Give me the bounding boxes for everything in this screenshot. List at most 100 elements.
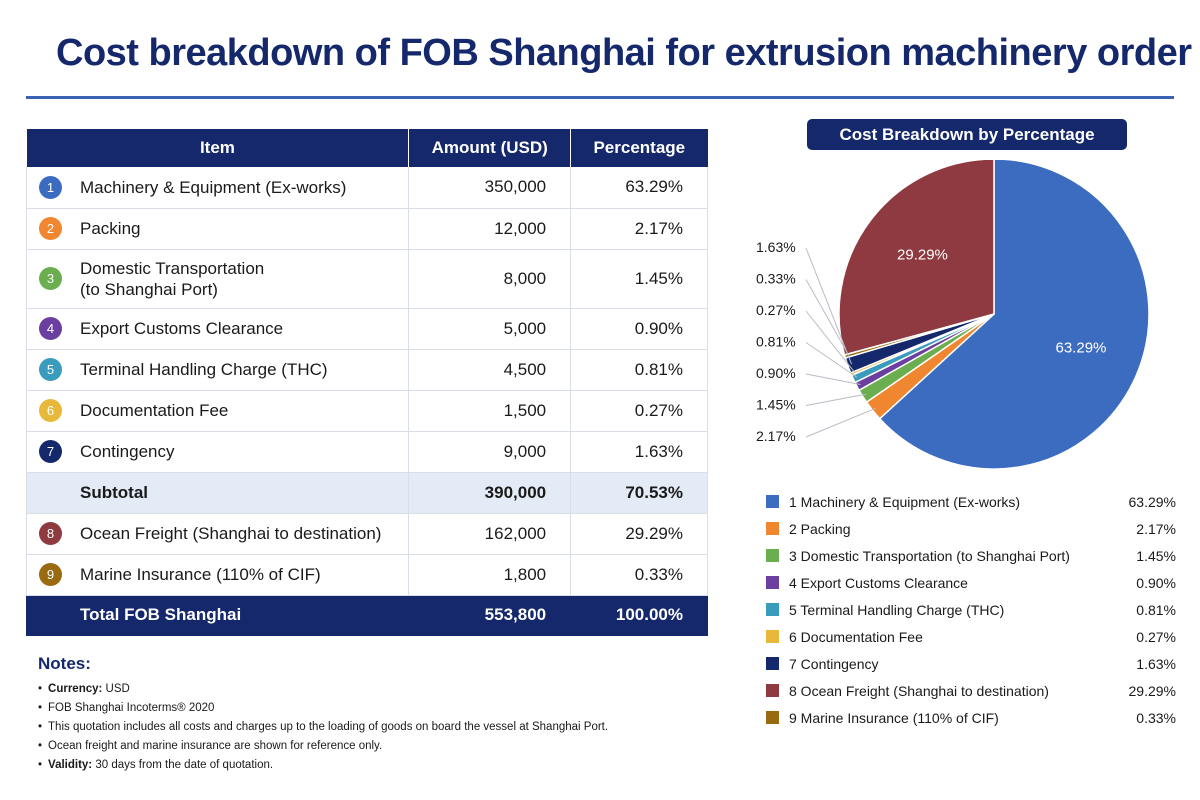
header-item: Item xyxy=(26,129,410,167)
amount-cell: 162,000 xyxy=(408,513,572,555)
legend-swatch xyxy=(766,711,779,724)
amount-cell: 9,000 xyxy=(408,431,572,473)
item-name: Ocean Freight (Shanghai to destination) xyxy=(80,524,382,543)
callout-label: 0.27% xyxy=(756,302,796,318)
callout-leader-line xyxy=(805,342,858,378)
header-percentage: Percentage xyxy=(570,129,708,167)
percentage-cell: 1.63% xyxy=(570,431,708,473)
item-cell: 4 Export Customs Clearance xyxy=(25,308,410,350)
callout-label: 0.81% xyxy=(756,334,796,350)
item-wrap: 2 Packing xyxy=(39,217,408,240)
legend-label: 4 Export Customs Clearance xyxy=(789,574,968,591)
note-item: This quotation includes all costs and ch… xyxy=(38,718,698,737)
chart-legend: 1 Machinery & Equipment (Ex-works) 63.29%… xyxy=(766,488,1176,731)
subtotal-row-label: Subtotal xyxy=(25,472,410,514)
legend-swatch xyxy=(766,684,779,697)
item-name: Documentation Fee xyxy=(80,401,229,420)
note-key: Currency: xyxy=(48,683,103,695)
item-wrap: 3 Domestic Transportation (to Shanghai Por… xyxy=(39,258,408,300)
item-number-badge: 5 xyxy=(39,358,62,381)
page-title: Cost breakdown of FOB Shanghai for extru… xyxy=(56,32,1192,74)
callout-label: 1.63% xyxy=(756,239,796,255)
total-row-amount: 553,800 xyxy=(408,595,572,636)
amount-cell: 4,500 xyxy=(408,349,572,391)
legend-swatch xyxy=(766,657,779,670)
percentage-cell: 29.29% xyxy=(570,513,708,555)
item-wrap: 8 Ocean Freight (Shanghai to destination) xyxy=(39,522,408,545)
chart-title: Cost Breakdown by Percentage xyxy=(807,119,1127,150)
item-cell: 2 Packing xyxy=(25,208,410,250)
pie-chart: 63.29% 29.29% 1.63% 0.33% 0.27% 0.81% 0.90% 1.4… xyxy=(756,160,1150,470)
header-amount: Amount (USD) xyxy=(408,129,572,167)
callout-leader-line xyxy=(805,373,861,386)
item-name: Export Customs Clearance xyxy=(80,319,284,338)
table-row: 4 Export Customs Clearance 5,000 0.90% xyxy=(25,308,708,350)
item-cell: 7 Contingency xyxy=(25,431,410,473)
table-row: 9 Marine Insurance (110% of CIF) 1,800 0.33… xyxy=(25,554,708,596)
item-name: Contingency xyxy=(80,442,175,461)
pie-slice xyxy=(838,160,995,356)
legend-item: 9 Marine Insurance (110% of CIF) 0.33% xyxy=(766,704,1176,731)
item-name: Packing xyxy=(80,219,141,238)
item-number-badge: 1 xyxy=(39,175,62,199)
legend-value: 0.90% xyxy=(1136,574,1176,591)
notes-title: Notes: xyxy=(38,654,91,673)
subtotal-row-percentage: 70.53% xyxy=(570,472,708,514)
subtotal-row-amount: 390,000 xyxy=(408,472,572,514)
legend-swatch xyxy=(766,630,779,643)
notes-section: Notes: Currency: USDFOB Shanghai Incoter… xyxy=(38,654,698,775)
percentage-cell: 2.17% xyxy=(570,208,708,250)
legend-value: 0.33% xyxy=(1136,709,1176,726)
note-item: Ocean freight and marine insurance are s… xyxy=(38,737,698,756)
amount-cell: 5,000 xyxy=(408,308,572,350)
subtotal-row: Subtotal 390,000 70.53% xyxy=(25,472,708,514)
legend-swatch xyxy=(766,522,779,535)
item-name: Machinery & Equipment (Ex-works) xyxy=(80,177,347,197)
legend-value: 1.45% xyxy=(1136,547,1176,564)
item-cell: 3 Domestic Transportation (to Shanghai Por… xyxy=(25,249,410,309)
callout-leader-line xyxy=(805,279,850,356)
legend-value: 1.63% xyxy=(1136,655,1176,672)
legend-label: 6 Documentation Fee xyxy=(789,628,923,645)
item-cell: 6 Documentation Fee xyxy=(25,390,410,432)
legend-label: 5 Terminal Handling Charge (THC) xyxy=(789,601,1005,618)
legend-item: 5 Terminal Handling Charge (THC) 0.81% xyxy=(766,596,1176,623)
callout-label: 0.90% xyxy=(756,365,796,381)
callout-label: 2.17% xyxy=(756,428,796,444)
note-key: Validity: xyxy=(48,759,93,771)
cost-table: Item Amount (USD) Percentage 1 Machinery … xyxy=(25,129,708,636)
table-row: 2 Packing 12,000 2.17% xyxy=(25,208,708,250)
percentage-cell: 1.45% xyxy=(570,249,708,309)
percentage-cell: 63.29% xyxy=(570,167,708,209)
legend-value: 63.29% xyxy=(1128,493,1176,510)
callout-leader-line xyxy=(805,407,877,438)
item-cell: 1 Machinery & Equipment (Ex-works) xyxy=(25,167,410,209)
item-number-badge: 8 xyxy=(39,522,62,545)
note-item: Validity: 30 days from the date of quota… xyxy=(38,756,698,775)
legend-label: 7 Contingency xyxy=(789,655,879,672)
percentage-cell: 0.33% xyxy=(570,554,708,596)
total-row-label: Total FOB Shanghai xyxy=(25,595,410,636)
item-wrap: 4 Export Customs Clearance xyxy=(39,317,408,340)
item-number-badge: 6 xyxy=(39,399,62,422)
total-row: Total FOB Shanghai 553,800 100.00% xyxy=(25,595,708,636)
table-row: 1 Machinery & Equipment (Ex-works) 350,000… xyxy=(25,167,708,209)
legend-swatch xyxy=(766,576,779,589)
legend-value: 0.81% xyxy=(1136,601,1176,618)
legend-item: 6 Documentation Fee 0.27% xyxy=(766,623,1176,650)
callout-label: 0.33% xyxy=(756,271,796,287)
legend-item: 2 Packing 2.17% xyxy=(766,515,1176,542)
callout-leader-line xyxy=(805,393,867,406)
legend-item: 3 Domestic Transportation (to Shanghai P… xyxy=(766,542,1176,569)
item-name: Marine Insurance (110% of CIF) xyxy=(80,565,321,584)
table-row: 7 Contingency 9,000 1.63% xyxy=(25,431,708,473)
callout-label: 1.45% xyxy=(756,397,796,413)
legend-item: 4 Export Customs Clearance 0.90% xyxy=(766,569,1176,596)
item-name: Terminal Handling Charge (THC) xyxy=(80,360,328,379)
item-number-badge: 7 xyxy=(39,440,62,463)
table-row: 6 Documentation Fee 1,500 0.27% xyxy=(25,390,708,432)
item-cell: 5 Terminal Handling Charge (THC) xyxy=(25,349,410,391)
legend-swatch xyxy=(766,549,779,562)
legend-swatch xyxy=(766,603,779,616)
legend-label: 3 Domestic Transportation (to Shanghai P… xyxy=(789,547,1070,564)
